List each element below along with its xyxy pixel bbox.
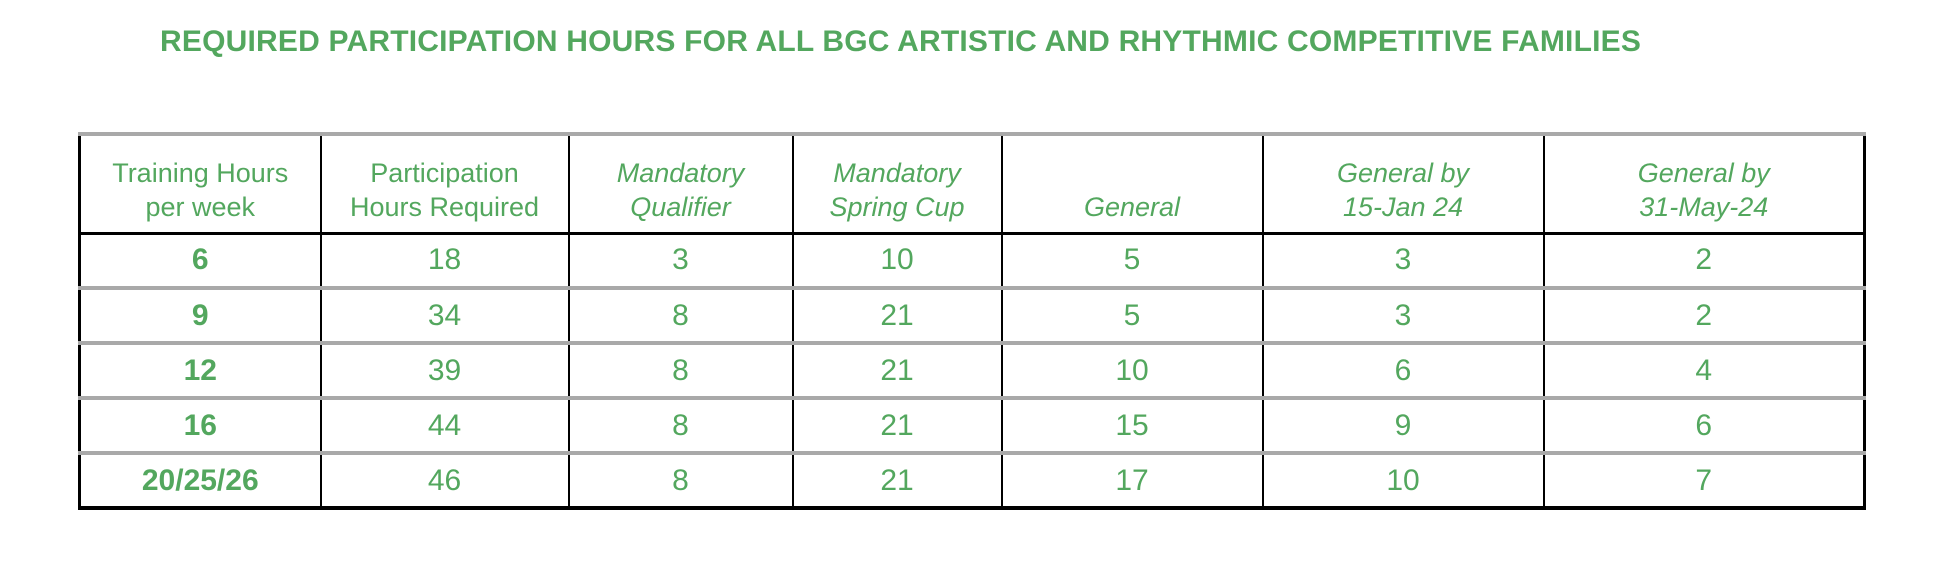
header-line: per week (145, 191, 256, 222)
header-line: General by (1336, 157, 1470, 188)
col-header-general-by-15-jan-24: General by 15-Jan 24 (1261, 134, 1545, 235)
table-cell: 3 (567, 233, 794, 288)
table-cell: 44 (319, 396, 570, 453)
table-cell: 21 (791, 341, 1003, 398)
table-cell: 6 (1542, 396, 1866, 453)
table-cell: 17 (1000, 451, 1264, 508)
header-line: Participation (370, 157, 519, 188)
col-header-mandatory-spring-cup: Mandatory Spring Cup (791, 134, 1003, 235)
col-header-mandatory-qualifier: Mandatory Qualifier (567, 134, 794, 235)
table-cell: 9 (78, 286, 322, 343)
header-line: Hours Required (349, 191, 540, 222)
table-cell: 7 (1542, 451, 1866, 508)
table-cell: 10 (1261, 451, 1545, 508)
header-line: General (1083, 191, 1181, 222)
header-line: Spring Cup (829, 191, 965, 222)
table-cell: 9 (1261, 396, 1545, 453)
table-cell: 6 (78, 233, 322, 288)
table-cell: 4 (1542, 341, 1866, 398)
table-row: 16 44 8 21 15 9 6 (78, 396, 1866, 453)
table-cell: 18 (319, 233, 570, 288)
table-cell: 8 (567, 286, 794, 343)
table-cell: 2 (1542, 286, 1866, 343)
table-row: 6 18 3 10 5 3 2 (78, 233, 1866, 288)
table-cell: 3 (1261, 233, 1545, 288)
table-cell: 16 (78, 396, 322, 453)
table-cell: 15 (1000, 396, 1264, 453)
table-cell: 21 (791, 451, 1003, 508)
table-cell: 8 (567, 341, 794, 398)
table-cell: 34 (319, 286, 570, 343)
col-header-participation-hours-required: Participation Hours Required (319, 134, 570, 235)
page-title: REQUIRED PARTICIPATION HOURS FOR ALL BGC… (160, 25, 1642, 58)
header-line: Mandatory (616, 157, 745, 188)
header-line: 15-Jan 24 (1342, 191, 1464, 222)
table-cell: 21 (791, 286, 1003, 343)
participation-hours-table: Training Hours per week Participation Ho… (78, 132, 1866, 510)
table-cell: 10 (1000, 341, 1264, 398)
table-cell: 20/25/26 (78, 451, 322, 508)
table-cell: 8 (567, 451, 794, 508)
table-header-row: Training Hours per week Participation Ho… (78, 134, 1866, 235)
table-cell: 21 (791, 396, 1003, 453)
table-cell: 3 (1261, 286, 1545, 343)
header-line: Qualifier (630, 191, 731, 222)
table-cell: 6 (1261, 341, 1545, 398)
table-row: 20/25/26 46 8 21 17 10 7 (78, 451, 1866, 508)
table-cell: 10 (791, 233, 1003, 288)
header-line: General by (1637, 157, 1770, 188)
header-line: Training Hours (112, 157, 289, 188)
col-header-general: General (1000, 134, 1264, 235)
table-row: 12 39 8 21 10 6 4 (78, 341, 1866, 398)
header-line: 31-May-24 (1639, 191, 1769, 222)
col-header-training-hours-per-week: Training Hours per week (78, 134, 322, 235)
table-cell: 8 (567, 396, 794, 453)
table-cell: 39 (319, 341, 570, 398)
table-row: 9 34 8 21 5 3 2 (78, 286, 1866, 343)
table-cell: 2 (1542, 233, 1866, 288)
table-cell: 5 (1000, 286, 1264, 343)
header-line: Mandatory (833, 157, 961, 188)
col-header-general-by-31-may-24: General by 31-May-24 (1542, 134, 1866, 235)
table-cell: 46 (319, 451, 570, 508)
table-cell: 5 (1000, 233, 1264, 288)
table-cell: 12 (78, 341, 322, 398)
